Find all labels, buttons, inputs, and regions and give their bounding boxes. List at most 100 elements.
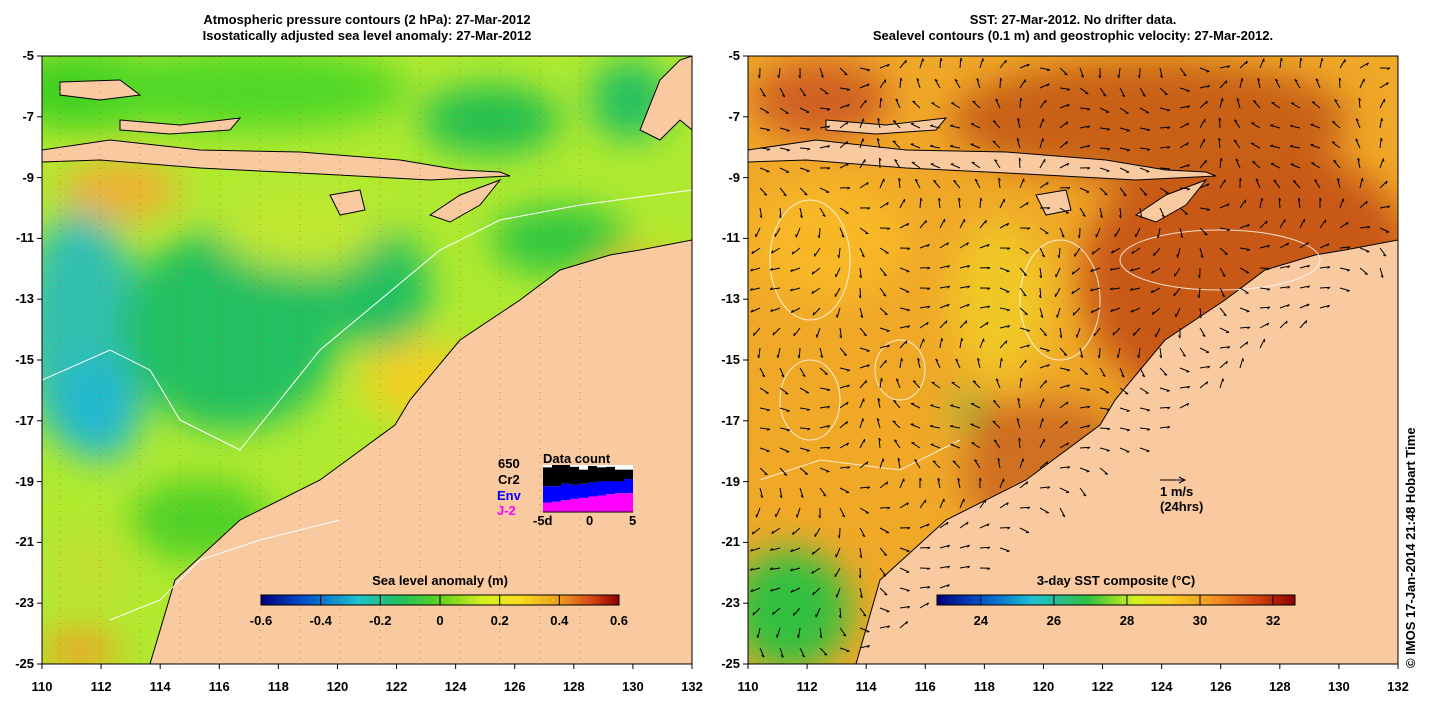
velocity-arrowhead (770, 308, 773, 312)
velocity-arrow (859, 138, 864, 149)
velocity-arrow (1059, 420, 1068, 429)
velocity-arrow (979, 499, 987, 509)
velocity-arrowhead (1077, 235, 1080, 239)
velocity-arrowhead (1307, 264, 1310, 268)
left-lat-label: -11 (15, 230, 34, 246)
velocity-arrowhead (837, 535, 840, 539)
velocity-arrow (939, 265, 950, 269)
velocity-arrow (1315, 78, 1321, 89)
velocity-arrow (812, 547, 821, 555)
velocity-arrowhead (927, 546, 931, 550)
velocity-arrowhead (1327, 305, 1331, 308)
velocity-arrow (1379, 82, 1389, 89)
velocity-arrow (1379, 98, 1385, 109)
velocity-arrow (959, 242, 969, 249)
velocity-arrow (1199, 247, 1204, 258)
velocity-arrow (1274, 78, 1281, 89)
velocity-arrow (819, 446, 831, 449)
velocity-arrow (1119, 127, 1130, 132)
velocity-arrow (1059, 347, 1068, 356)
velocity-arrow (995, 378, 1001, 389)
right-lat-label: -13 (721, 291, 740, 307)
velocity-arrow (1239, 287, 1249, 294)
velocity-arrowhead (769, 548, 773, 551)
velocity-arrow (819, 145, 830, 149)
velocity-arrowhead (1042, 418, 1044, 422)
velocity-arrowhead (1090, 288, 1093, 292)
velocity-arrowhead (1306, 242, 1309, 246)
velocity-arrow (1218, 138, 1221, 149)
velocity-arrow (1290, 163, 1301, 169)
velocity-arrow (1039, 287, 1042, 299)
velocity-arrow (1159, 126, 1171, 129)
velocity-arrow (914, 179, 921, 189)
velocity-arrowhead (1106, 128, 1111, 131)
velocity-arrowhead (1126, 149, 1130, 152)
velocity-arrow (859, 380, 867, 389)
velocity-arrowhead (912, 100, 916, 103)
velocity-arrow (1059, 507, 1066, 517)
velocity-arrow (999, 502, 1009, 509)
velocity-arrowhead (781, 374, 785, 378)
velocity-arrow (1071, 287, 1081, 295)
velocity-arrow (959, 265, 970, 269)
velocity-arrow (799, 187, 808, 196)
velocity-arrow (1270, 145, 1281, 149)
left-title: Atmospheric pressure contours (2 hPa): 2… (42, 12, 692, 44)
velocity-arrow (777, 347, 781, 358)
velocity-arrow (859, 267, 862, 278)
velocity-arrow (1110, 267, 1121, 271)
velocity-arrowhead (1027, 506, 1031, 510)
velocity-arrowhead (1153, 252, 1155, 256)
velocity-arrow (1379, 138, 1382, 149)
velocity-arrowhead (1146, 450, 1150, 453)
velocity-arrow (879, 97, 882, 109)
velocity-arrow (1252, 161, 1261, 169)
velocity-arrow (859, 438, 866, 449)
velocity-arrowhead (801, 654, 805, 658)
velocity-arrow (899, 478, 905, 489)
velocity-arrow (1257, 78, 1261, 89)
velocity-arrowhead (802, 374, 806, 377)
velocity-arrowhead (756, 634, 759, 638)
velocity-arrowhead (1234, 119, 1238, 122)
velocity-arrowhead (837, 254, 840, 259)
velocity-arrow (1119, 187, 1127, 197)
velocity-arrow (899, 502, 909, 509)
velocity-arrowhead (994, 159, 998, 162)
velocity-arrow (1379, 118, 1383, 129)
velocity-arrow (930, 443, 941, 449)
velocity-arrow (919, 499, 927, 509)
velocity-arrow (959, 565, 970, 569)
velocity-arrowhead (863, 334, 867, 337)
velocity-arrow (939, 338, 943, 349)
velocity-arrowhead (764, 473, 768, 476)
velocity-arrow (1271, 102, 1281, 109)
left-lon-label: 116 (208, 679, 230, 694)
sst-colorbar-gradient (936, 594, 1296, 606)
velocity-arrow (910, 143, 921, 149)
velocity-arrow (931, 102, 941, 109)
velocity-arrowhead (1110, 250, 1114, 254)
velocity-arrow (1119, 367, 1125, 378)
velocity-arrowhead (1020, 97, 1023, 101)
velocity-arrow (819, 207, 826, 217)
sla-colorbar-tick-label: 0.4 (550, 613, 569, 628)
velocity-arrow (859, 587, 863, 598)
velocity-arrow (1019, 327, 1030, 332)
velocity-arrow (911, 442, 921, 449)
velocity-arrowhead (762, 94, 766, 97)
left-lon-label: 128 (562, 679, 585, 694)
sla-colorbar-tick-label: 0.6 (609, 613, 629, 628)
velocity-arrowhead (1026, 63, 1030, 67)
velocity-arrowhead (862, 418, 864, 422)
velocity-arrowhead (1346, 290, 1350, 292)
velocity-arrow (1059, 327, 1063, 338)
velocity-arrowhead (1098, 75, 1101, 79)
velocity-arrow (979, 197, 982, 209)
velocity-arrow (1279, 58, 1282, 69)
velocity-arrow (1331, 121, 1341, 129)
velocity-arrow (899, 198, 905, 209)
velocity-arrowhead (1109, 267, 1113, 271)
velocity-arrow (759, 387, 769, 394)
